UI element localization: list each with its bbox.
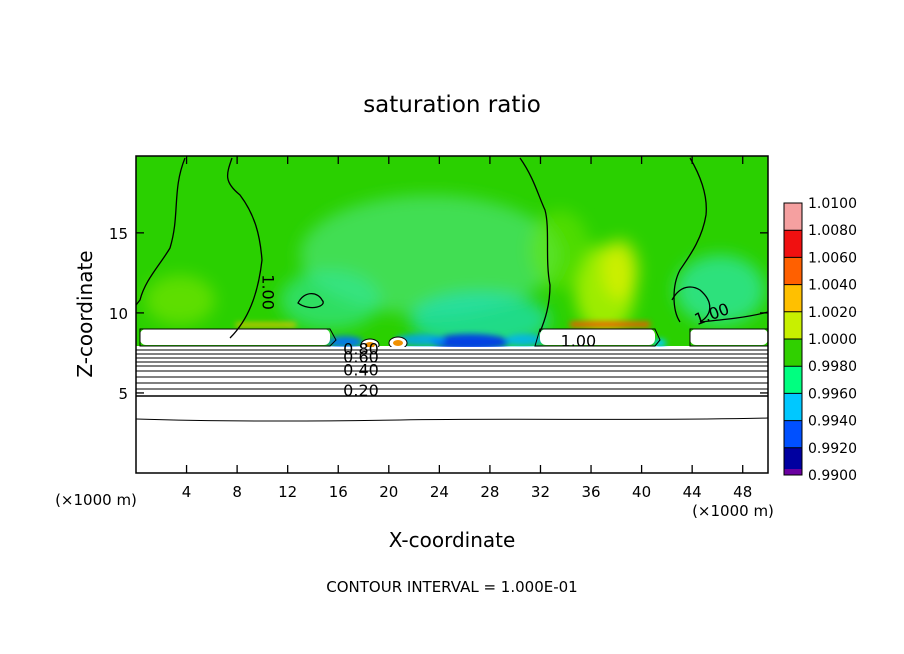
colorbar-segment bbox=[784, 420, 802, 448]
x-tick-label: 28 bbox=[480, 483, 499, 501]
colorbar-segment bbox=[784, 203, 802, 231]
heatmap-field bbox=[136, 156, 768, 473]
x-axis: 4 8 12 16 20 24 28 32 36 40 44 48 bbox=[182, 156, 752, 501]
x-axis-label: X-coordinate bbox=[389, 528, 516, 552]
x-tick-label: 8 bbox=[232, 483, 242, 501]
colorbar-segment bbox=[784, 447, 802, 475]
colorbar-segment bbox=[784, 257, 802, 285]
x-unit-left: (×1000 m) bbox=[55, 491, 137, 509]
contour-label: 1.00 bbox=[258, 274, 277, 310]
x-tick-label: 24 bbox=[430, 483, 449, 501]
colorbar-level-label: 1.0000 bbox=[808, 332, 857, 348]
colorbar-level-label: 0.9940 bbox=[808, 414, 857, 430]
x-tick-label: 48 bbox=[733, 483, 752, 501]
x-tick-label: 40 bbox=[632, 483, 651, 501]
colorbar-segment bbox=[784, 284, 802, 312]
x-tick-label: 20 bbox=[379, 483, 398, 501]
y-axis-label: Z-coordinate bbox=[73, 250, 97, 377]
colorbar-level-label: 1.0060 bbox=[808, 250, 857, 266]
colorbar-level-label: 0.9900 bbox=[808, 468, 857, 484]
contour-interval-note: CONTOUR INTERVAL = 1.000E-01 bbox=[326, 578, 577, 596]
x-unit-right: (×1000 m) bbox=[692, 502, 774, 520]
colorbar-segment bbox=[784, 393, 802, 421]
x-tick-label: 4 bbox=[182, 483, 192, 501]
y-axis: 5 10 15 bbox=[109, 225, 768, 403]
y-tick-label: 5 bbox=[118, 385, 128, 403]
contour-label: 0.80 bbox=[343, 340, 379, 359]
x-tick-label: 12 bbox=[278, 483, 297, 501]
cloud-slab-right bbox=[540, 329, 655, 345]
contour-label: 0.60 bbox=[343, 348, 379, 367]
x-tick-label: 32 bbox=[531, 483, 550, 501]
y-tick-label: 10 bbox=[109, 305, 128, 323]
contour-lines bbox=[136, 157, 768, 422]
colorbar-level-label: 1.0100 bbox=[808, 196, 857, 212]
contour-label: 0.20 bbox=[343, 381, 379, 400]
colorbar-segment bbox=[784, 230, 802, 258]
colorbar-segment bbox=[784, 339, 802, 367]
colorbar-level-label: 0.9980 bbox=[808, 359, 857, 375]
colorbar-level-label: 0.9960 bbox=[808, 386, 857, 402]
cloud-slab-left bbox=[140, 329, 330, 345]
contour-label: 1.00 bbox=[561, 332, 597, 351]
chart-title: saturation ratio bbox=[363, 92, 541, 118]
x-tick-label: 44 bbox=[683, 483, 702, 501]
colorbar-level-label: 1.0040 bbox=[808, 278, 857, 294]
x-tick-label: 36 bbox=[581, 483, 600, 501]
x-tick-label: 16 bbox=[329, 483, 348, 501]
colorbar-segment bbox=[784, 469, 802, 475]
contour-label: 0.40 bbox=[343, 360, 379, 379]
colorbar-level-label: 0.9920 bbox=[808, 441, 857, 457]
colorbar: 1.0100 1.0080 1.0060 1.0040 1.0020 1.0000 0.99… bbox=[783, 196, 857, 484]
colorbar-segment bbox=[784, 366, 802, 394]
colorbar-segment bbox=[784, 311, 802, 339]
y-tick-label: 15 bbox=[109, 225, 128, 243]
cloud-slab-far-right bbox=[690, 329, 768, 345]
field-shading bbox=[145, 195, 765, 348]
colorbar-level-label: 1.0080 bbox=[808, 223, 857, 239]
colorbar-level-label: 1.0020 bbox=[808, 305, 857, 321]
plot-frame bbox=[135, 155, 769, 474]
